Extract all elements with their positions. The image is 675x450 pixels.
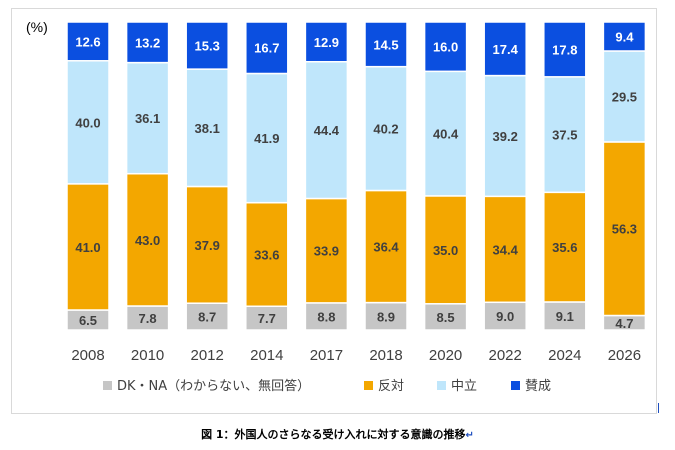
data-label-2024-s0: 9.1 [556,309,574,324]
bar-segment-2012-s2 [185,68,229,188]
x-tick-label-2014: 2014 [250,347,283,364]
data-label-2026-s0: 4.7 [615,316,633,331]
bar-segment-2014-s1 [245,201,289,308]
bar-segment-2020-s2 [423,70,468,197]
paragraph-mark: ↵ [465,430,474,441]
data-label-2008-s2: 40.0 [75,115,100,130]
bar-segment-2014-s2 [245,72,289,204]
x-tick-label-2024: 2024 [548,347,581,364]
frame-corner-mark [658,403,660,413]
bar-segment-2024-s3 [543,21,587,78]
bar-segment-2012-s3 [185,21,229,70]
data-label-2020-s3: 16.0 [433,40,458,55]
data-label-2018-s1: 36.4 [373,240,399,255]
bar-segment-2018-s3 [364,21,408,68]
bar-segment-2018-s2 [364,65,408,192]
bar-segment-2017-s3 [304,21,349,63]
bar-segment-2008-s3 [66,21,110,62]
legend-swatch-1 [364,381,373,390]
legend: DK・NA（わからない、無回答） 反対 中立 賛成 [103,378,551,394]
legend-label-3: 賛成 [525,379,551,394]
data-label-2024-s1: 35.6 [552,240,577,255]
data-label-2017-s1: 33.9 [314,244,339,259]
data-label-2010-s3: 13.2 [135,35,160,50]
data-label-2018-s3: 14.5 [373,37,398,52]
legend-label-2: 中立 [451,379,477,394]
bar-segment-2010-s3 [125,21,170,64]
data-label-2008-s0: 6.5 [79,313,97,328]
data-label-2020-s0: 8.5 [437,310,455,325]
data-label-2012-s1: 37.9 [195,238,220,253]
x-tick-label-2026: 2026 [608,347,641,364]
bar-segment-2020-s3 [423,21,468,73]
bar-segment-2026-s2 [602,50,647,143]
data-label-2022-s0: 9.0 [496,309,514,324]
data-label-2010-s1: 43.0 [135,233,160,248]
bar-segment-2014-s3 [245,21,289,75]
x-axis-ticks: 2008 2010 2012 2014 2017 2018 2020 2022 2024 2026 [71,347,641,364]
figure-caption: 図 1：外国人のさらなる受け入れに対する意識の推移↵ [0,426,675,442]
data-label-2022-s3: 17.4 [493,42,519,57]
data-label-2012-s2: 38.1 [195,121,220,136]
data-label-2024-s3: 17.8 [552,42,577,57]
bar-segment-2026-s3 [602,21,647,52]
bar-segment-2022-s2 [483,74,527,198]
data-label-2008-s3: 12.6 [75,34,100,49]
x-tick-label-2008: 2008 [71,347,104,364]
data-label-2020-s1: 35.0 [433,243,458,258]
x-tick-label-2018: 2018 [369,347,402,364]
bar-segment-2010-s1 [125,172,170,307]
data-label-2026-s1: 56.3 [612,222,637,237]
legend-label-0: DK・NA（わからない、無回答） [117,378,310,394]
data-label-2014-s2: 41.9 [254,131,279,146]
bar-segment-2018-s1 [364,189,408,304]
bar-segment-2017-s0 [304,302,349,331]
legend-swatch-3 [511,381,520,390]
caption-text: 図 1：外国人のさらなる受け入れに対する意識の推移 [201,428,466,441]
data-label-2010-s2: 36.1 [135,111,160,126]
x-tick-label-2012: 2012 [191,347,224,364]
bar-segment-2020-s1 [423,195,468,305]
bar-segment-2024-s0 [543,301,587,331]
bar-segment-2022-s3 [483,21,527,77]
data-label-2014-s3: 16.7 [254,41,279,56]
data-label-2018-s0: 8.9 [377,309,395,324]
bar-segment-2022-s1 [483,195,527,304]
data-label-2014-s1: 33.6 [254,247,279,262]
data-label-2026-s2: 29.5 [612,89,637,104]
data-label-2022-s2: 39.2 [493,129,518,144]
data-label-2024-s2: 37.5 [552,128,577,143]
bar-segment-2010-s2 [125,61,170,175]
data-label-2017-s3: 12.9 [314,35,339,50]
x-tick-label-2017: 2017 [310,347,343,364]
x-tick-label-2010: 2010 [131,347,164,364]
data-label-2026-s3: 9.4 [615,29,634,44]
bars-group: 6.5 41.0 40.0 12.6 7.8 43.0 36.1 13.2 8.7 37.9 38.… [66,21,647,331]
y-unit-label: (%) [26,19,48,35]
data-label-2022-s1: 34.4 [493,242,519,257]
data-label-2020-s2: 40.4 [433,127,459,142]
data-label-2012-s0: 8.7 [198,310,216,325]
data-label-2017-s0: 8.8 [317,309,335,324]
data-label-2014-s0: 7.7 [258,311,276,326]
x-tick-label-2022: 2022 [489,347,522,364]
data-label-2010-s0: 7.8 [139,311,157,326]
bar-segment-2024-s2 [543,76,587,194]
x-tick-label-2020: 2020 [429,347,462,364]
legend-label-1: 反対 [378,379,404,394]
legend-swatch-2 [437,381,446,390]
bar-segment-2008-s2 [66,60,110,185]
data-label-2012-s3: 15.3 [195,39,220,54]
data-label-2008-s1: 41.0 [75,240,100,255]
data-label-2017-s2: 44.4 [314,123,340,138]
legend-swatch-0 [103,381,112,390]
bar-segment-2012-s0 [185,302,229,331]
data-label-2018-s2: 40.2 [373,122,398,137]
